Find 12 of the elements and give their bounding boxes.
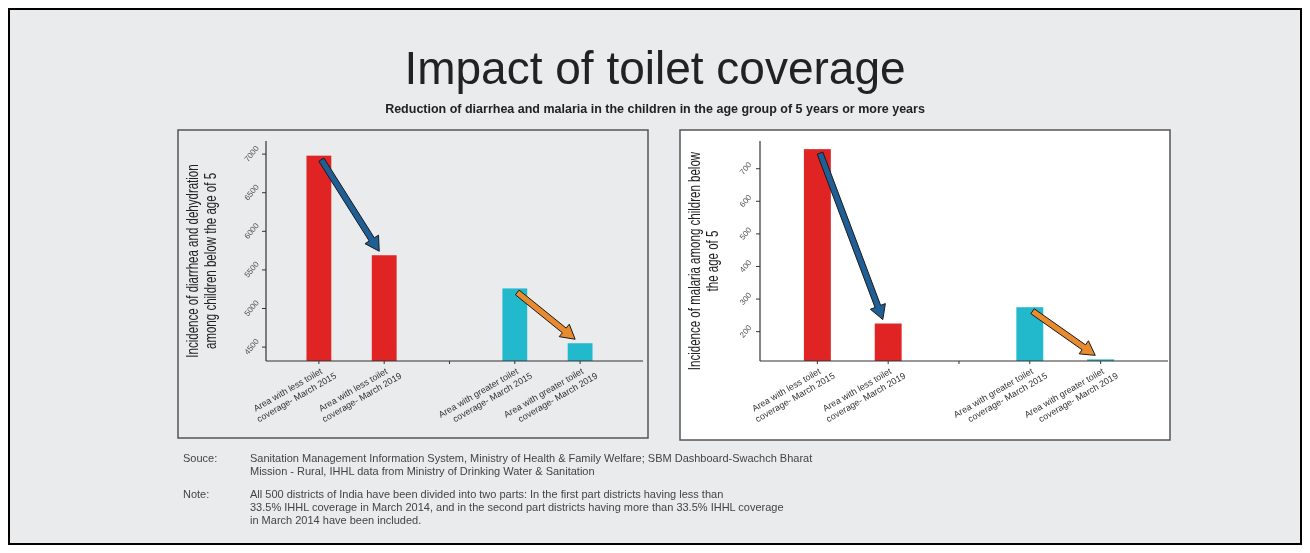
text: Reduction of diarrhea and malaria in the children in the age group of 5 years or more years xyxy=(385,102,925,116)
y-axis-title: Incidence of malaria among children below the age of 5 xyxy=(685,151,722,371)
y-tick-label: 600 xyxy=(737,192,754,210)
text: Note: All 500 districts of India have been divided into two parts: In the first part districts having less than 33.5% IHHL coverage in March 2014, and in the second part districts having more than 33.5% IHHL coverage in March 2014 have been included. xyxy=(183,488,784,526)
y-tick-label: 500 xyxy=(737,225,754,242)
y-tick-label: 400 xyxy=(737,257,754,275)
y-tick-label: 300 xyxy=(737,290,754,307)
y-axis-title: Incidence of diarrhea and dehydration among children below the age of 5 xyxy=(183,164,220,358)
y-tick-label: 200 xyxy=(737,322,754,340)
chart-title: Impact of toilet coverage xyxy=(404,42,906,94)
text: Souce: Sanitation Management Information System, Ministry of Health & Family Welfare; SBM Dashboard-Swachch Bharat Mission - Rural, IHHL data from Ministry of Drinking Water & Sanitation xyxy=(183,452,813,477)
y-tick-label: 700 xyxy=(737,160,754,177)
